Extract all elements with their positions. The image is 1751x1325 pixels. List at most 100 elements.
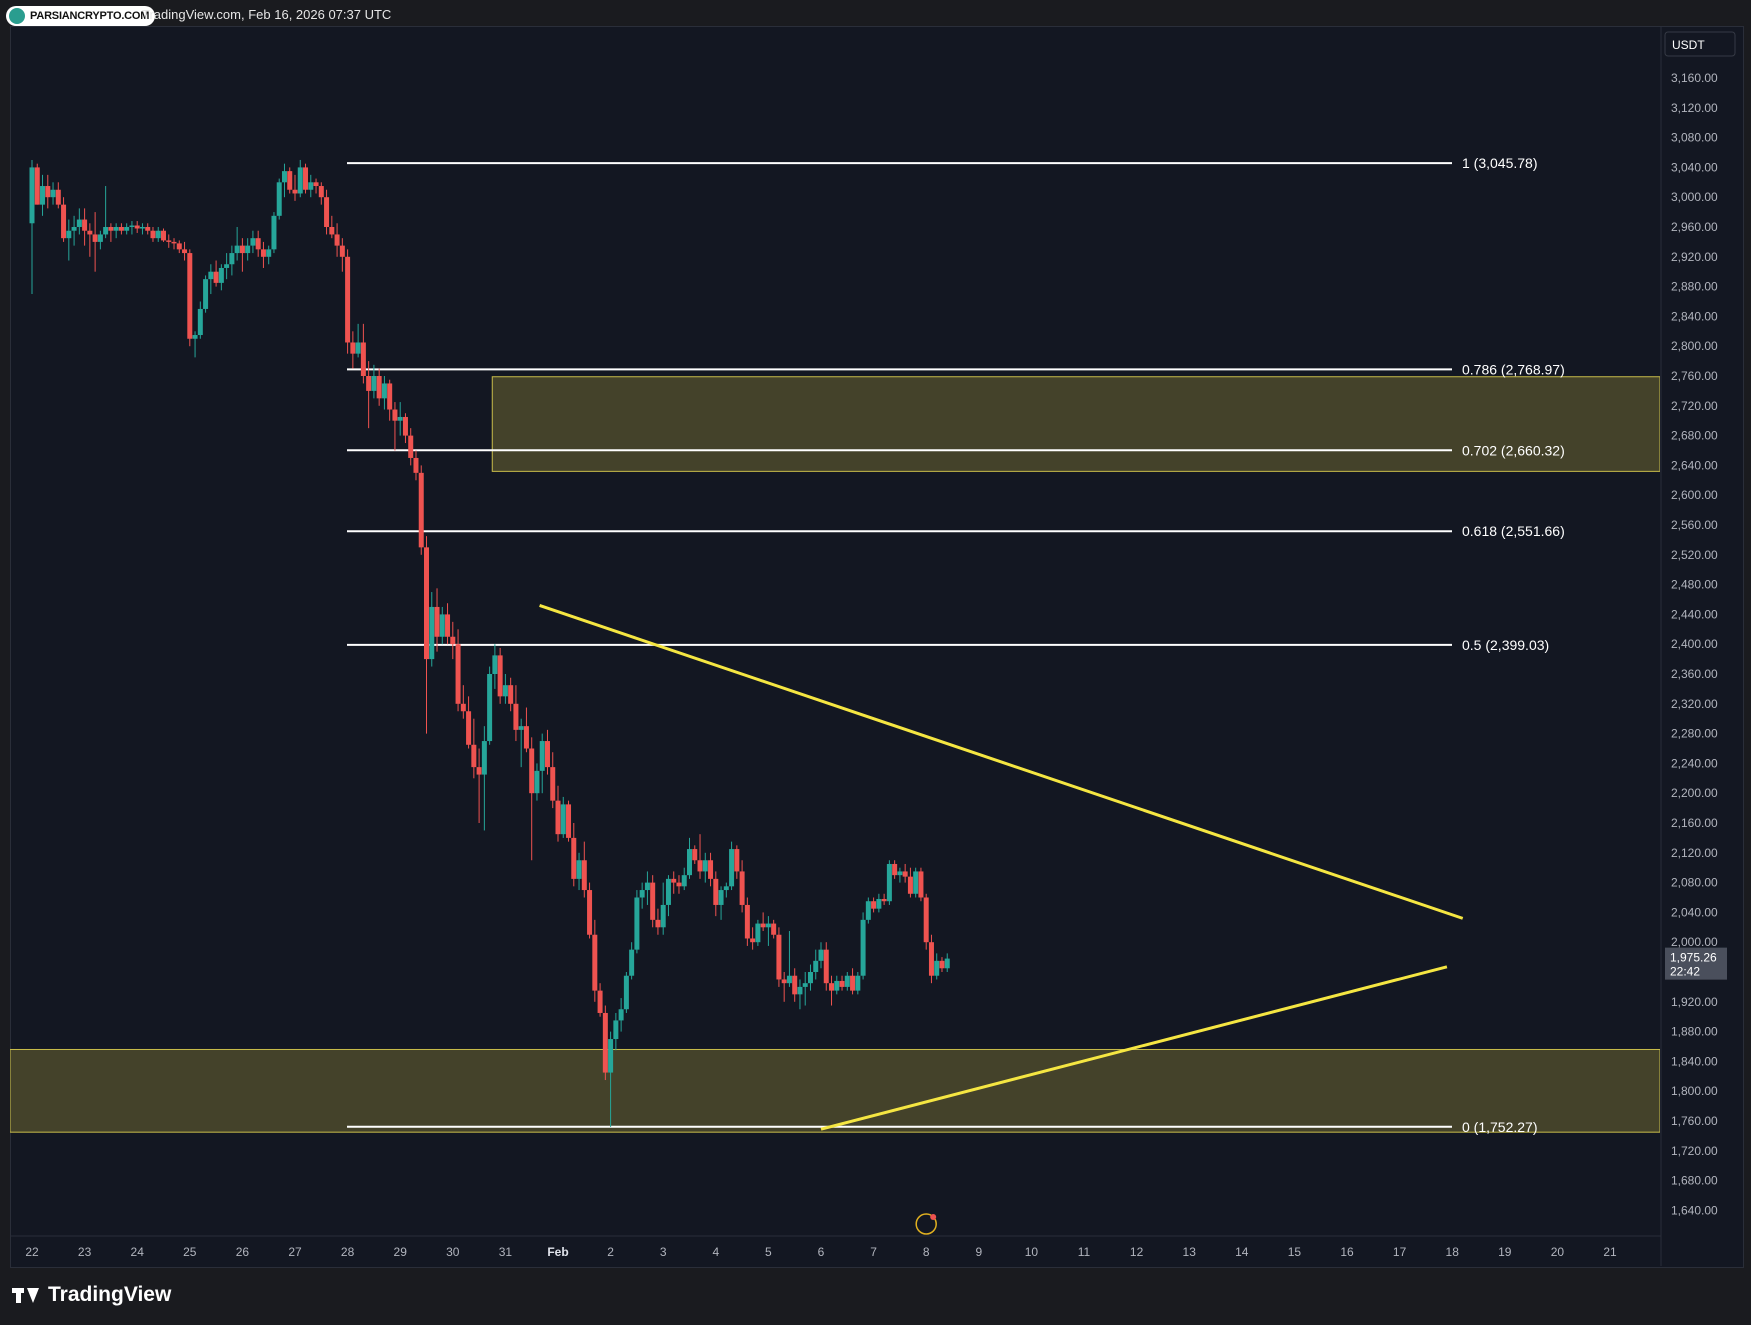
candle xyxy=(66,219,72,261)
candle-body xyxy=(71,227,77,231)
candle-body xyxy=(203,279,209,309)
candle-body xyxy=(539,741,545,771)
price-tick-label: 3,040.00 xyxy=(1671,160,1718,174)
candle-body xyxy=(118,227,124,231)
candle-body xyxy=(424,547,429,660)
candle xyxy=(150,227,156,242)
candle xyxy=(644,871,650,905)
candle xyxy=(871,897,877,913)
candle xyxy=(429,592,435,667)
candle xyxy=(239,238,245,272)
candle-body xyxy=(197,308,203,336)
candle xyxy=(508,677,514,712)
candle xyxy=(308,174,314,198)
candle-body xyxy=(734,849,740,872)
candle xyxy=(213,260,219,287)
price-tick-label: 2,720.00 xyxy=(1671,399,1718,413)
candle-body xyxy=(129,225,135,227)
candle xyxy=(897,867,903,883)
candle xyxy=(471,718,477,779)
candle-body xyxy=(602,1012,608,1073)
candle xyxy=(786,931,792,987)
candle-body xyxy=(208,271,214,280)
candle-body xyxy=(266,249,272,257)
candle-body xyxy=(576,860,582,879)
candle xyxy=(381,376,387,410)
time-tick-label: 6 xyxy=(818,1245,825,1259)
candle-body xyxy=(250,238,256,246)
candle-body xyxy=(224,264,230,268)
candle-body xyxy=(671,878,677,883)
time-tick-label: 9 xyxy=(975,1245,982,1259)
price-tick-label: 2,360.00 xyxy=(1671,667,1718,681)
candle-body xyxy=(234,245,240,254)
candle xyxy=(623,972,629,1013)
candle xyxy=(103,186,109,239)
candle-body xyxy=(492,655,498,674)
candle xyxy=(287,167,293,194)
candle xyxy=(355,323,361,358)
candle xyxy=(592,919,598,1002)
time-tick-label: 13 xyxy=(1183,1245,1197,1259)
price-tick-label: 1,760.00 xyxy=(1671,1114,1718,1128)
candle xyxy=(708,852,714,887)
candle-body xyxy=(781,979,787,984)
price-tick-label: 2,920.00 xyxy=(1671,250,1718,264)
price-tick-label: 2,160.00 xyxy=(1671,816,1718,830)
candle xyxy=(729,841,735,891)
candle-body xyxy=(818,949,824,961)
candle xyxy=(750,927,756,950)
candle xyxy=(650,875,656,928)
candle-body xyxy=(513,703,519,730)
candle-body xyxy=(907,876,913,894)
candle xyxy=(913,867,919,898)
candle xyxy=(665,875,671,917)
candle xyxy=(92,212,98,272)
candle xyxy=(113,223,119,239)
time-tick-label: 31 xyxy=(499,1245,513,1259)
candle xyxy=(134,221,140,233)
candle-body xyxy=(529,748,535,794)
candle-body xyxy=(55,189,61,205)
candle-body xyxy=(255,238,261,250)
candle xyxy=(618,998,624,1032)
price-tick-label: 2,960.00 xyxy=(1671,220,1718,234)
price-tick-label: 2,520.00 xyxy=(1671,548,1718,562)
candle xyxy=(439,606,445,645)
candle-body xyxy=(771,923,777,935)
candle xyxy=(671,871,677,894)
candle xyxy=(97,230,103,250)
chart-caption: TradingView.com, Feb 16, 2026 07:37 UTC xyxy=(142,7,392,22)
time-tick-label: 18 xyxy=(1446,1245,1460,1259)
candle-body xyxy=(397,416,403,421)
candle-body xyxy=(855,975,861,991)
candle-body xyxy=(402,416,408,436)
price-tick-label: 2,040.00 xyxy=(1671,905,1718,919)
watermark-text: PARSIANCRYPTO.COM xyxy=(30,10,150,22)
candle xyxy=(245,238,251,261)
fib-level-label: 0.618 (2,551.66) xyxy=(1462,523,1565,539)
candle xyxy=(324,189,330,235)
tradingview-brand[interactable]: TradingView xyxy=(12,1283,171,1307)
candle-body xyxy=(934,960,940,976)
candle xyxy=(718,886,724,920)
candle-body xyxy=(765,923,771,928)
price-tick-label: 2,280.00 xyxy=(1671,727,1718,741)
candle-body xyxy=(902,871,908,877)
candle xyxy=(424,536,429,734)
candle-body xyxy=(750,938,756,943)
candle-body xyxy=(371,376,377,391)
candle xyxy=(297,159,303,198)
candle-body xyxy=(313,182,319,187)
candle xyxy=(34,163,40,205)
time-tick-label: 24 xyxy=(131,1245,145,1259)
candle xyxy=(602,1005,608,1081)
candle xyxy=(566,800,572,842)
trendline xyxy=(820,965,1448,1131)
candle xyxy=(523,707,529,753)
candle xyxy=(192,331,198,358)
candle xyxy=(418,465,424,555)
candle xyxy=(82,208,88,246)
candle-body xyxy=(708,860,714,879)
